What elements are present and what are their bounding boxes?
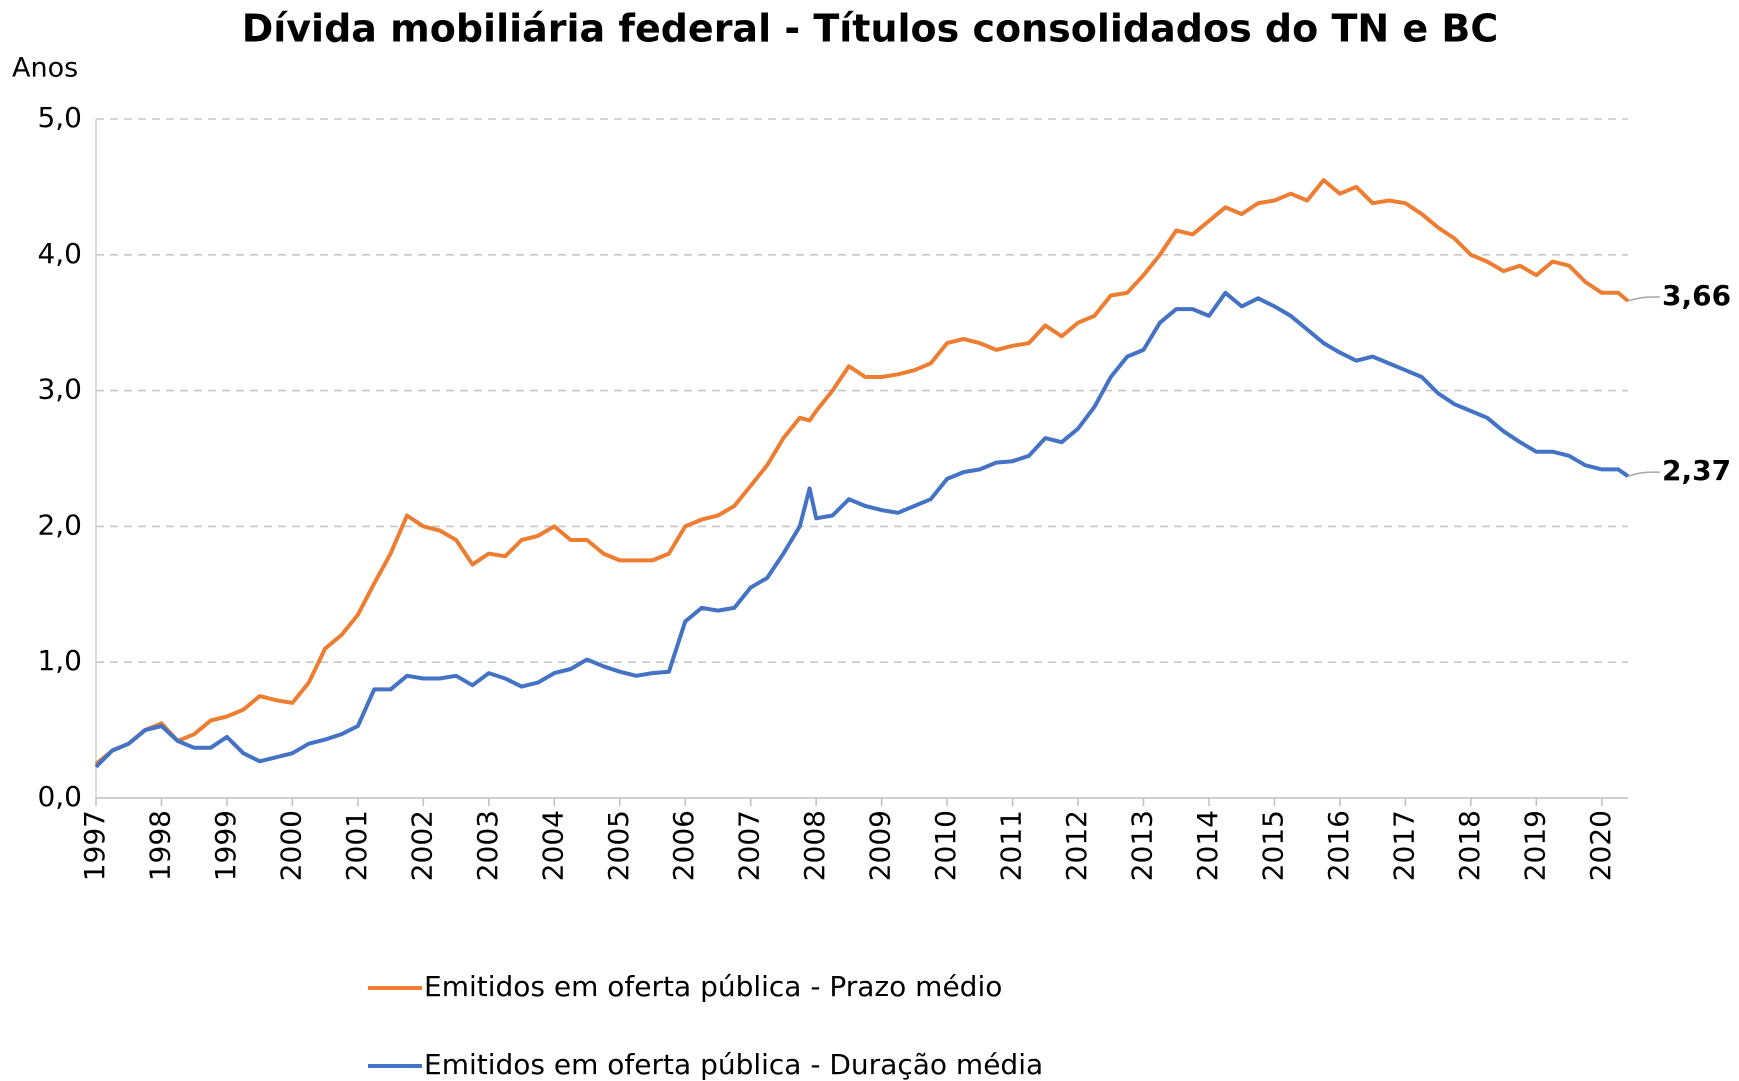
end-label: 2,37 (1662, 454, 1731, 487)
x-tick-label: 2011 (995, 810, 1028, 881)
data-line (94, 178, 1630, 766)
x-tick-label: 2017 (1387, 810, 1420, 881)
chart-title: Dívida mobiliária federal - Títulos cons… (242, 7, 1499, 51)
end-label: 3,66 (1662, 279, 1731, 312)
x-tick-label: 2007 (733, 810, 766, 881)
x-tick-label: 2019 (1518, 810, 1551, 881)
y-axis-label: Anos (12, 53, 78, 84)
x-tick-label: 2014 (1191, 810, 1224, 881)
leader-line (1627, 471, 1660, 477)
y-tick-label: 5,0 (37, 101, 82, 134)
x-tick-label: 1999 (209, 810, 242, 881)
x-tick-label: 2020 (1584, 810, 1617, 881)
y-tick-label: 4,0 (37, 237, 82, 270)
x-tick-label: 2006 (667, 810, 700, 881)
x-tick-label: 2015 (1256, 810, 1289, 881)
x-tick-label: 2013 (1126, 810, 1159, 881)
x-tick-label: 2001 (340, 810, 373, 881)
x-tick-label: 2003 (471, 810, 504, 881)
x-tick-label: 2008 (798, 810, 831, 881)
leader-line (1627, 296, 1660, 302)
y-tick-label: 3,0 (37, 373, 82, 406)
legend-label: Emitidos em oferta pública - Duração méd… (424, 1048, 1043, 1081)
y-tick-label: 2,0 (37, 508, 82, 541)
x-tick-label: 1998 (143, 810, 176, 881)
x-tick-label: 2004 (536, 810, 569, 881)
x-tick-label: 2010 (929, 810, 962, 881)
x-tick-label: 2002 (405, 810, 438, 881)
data-line (94, 290, 1630, 769)
legend-label: Emitidos em oferta pública - Prazo médio (424, 970, 1002, 1003)
x-tick-label: 2009 (864, 810, 897, 881)
y-tick-label: 1,0 (37, 644, 82, 677)
x-tick-label: 2018 (1453, 810, 1486, 881)
x-tick-label: 2005 (602, 810, 635, 881)
x-tick-label: 2016 (1322, 810, 1355, 881)
y-tick-label: 0,0 (37, 780, 82, 813)
x-tick-label: 2000 (274, 810, 307, 881)
x-tick-label: 2012 (1060, 810, 1093, 881)
x-tick-label: 1997 (78, 810, 111, 881)
